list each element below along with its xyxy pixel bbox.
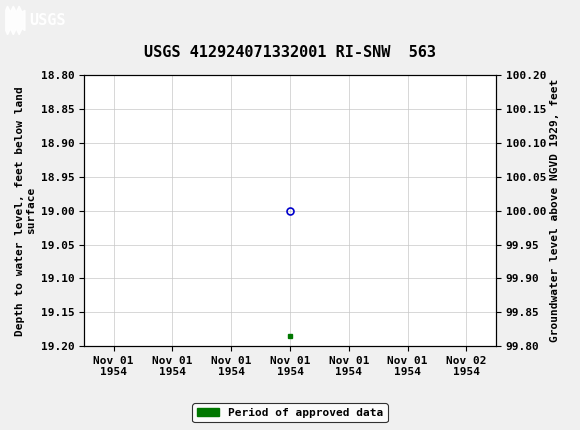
Text: USGS: USGS: [29, 13, 66, 28]
Y-axis label: Depth to water level, feet below land
surface: Depth to water level, feet below land su…: [15, 86, 37, 335]
Text: USGS 412924071332001 RI-SNW  563: USGS 412924071332001 RI-SNW 563: [144, 45, 436, 60]
Y-axis label: Groundwater level above NGVD 1929, feet: Groundwater level above NGVD 1929, feet: [550, 79, 560, 342]
Legend: Period of approved data: Period of approved data: [193, 403, 387, 422]
Polygon shape: [6, 6, 25, 35]
